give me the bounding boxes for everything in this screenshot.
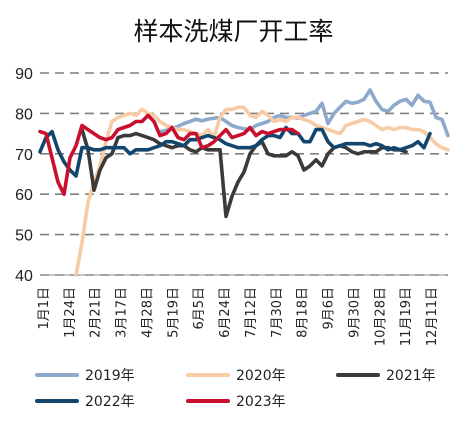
series-line-2019年	[158, 88, 450, 138]
x-tick-label: 8月18日	[296, 287, 311, 338]
x-tick-label: 10月28日	[373, 287, 388, 346]
x-tick-label: 11月19日	[399, 287, 414, 346]
series-line-2023年	[38, 113, 300, 196]
x-tick-label: 4月28日	[140, 287, 155, 338]
y-tick-label: 60	[15, 187, 33, 204]
x-tick-label: 12月11日	[425, 287, 440, 346]
legend-label: 2022年	[85, 394, 135, 410]
x-tick-label: 7月30日	[270, 287, 285, 338]
x-tick-label: 5月19日	[166, 287, 181, 338]
x-tick-label: 7月12日	[244, 287, 259, 338]
x-tick-label: 1月1日	[37, 287, 52, 330]
x-tick-label: 6月5日	[192, 287, 207, 330]
y-tick-label: 70	[15, 147, 33, 164]
chart-title: 样本洗煤厂开工率	[133, 17, 334, 46]
y-tick-label: 90	[15, 66, 33, 83]
y-tick-label: 40	[15, 268, 33, 285]
series-line-2021年	[80, 127, 408, 219]
legend-label: 2023年	[236, 394, 286, 410]
series-line-2020年	[74, 105, 450, 277]
series-line-2022年	[38, 125, 432, 178]
x-tick-label: 9月6日	[322, 287, 337, 330]
x-tick-label: 9月30日	[347, 287, 362, 338]
y-tick-label: 50	[15, 228, 33, 245]
x-tick-label: 2月21日	[89, 287, 104, 338]
x-tick-label: 3月17日	[115, 287, 130, 338]
legend-label: 2020年	[236, 368, 286, 384]
x-tick-label: 6月24日	[218, 287, 233, 338]
x-tick-label: 1月24日	[63, 287, 78, 338]
legend-label: 2019年	[85, 368, 135, 384]
legend-label: 2021年	[386, 368, 436, 384]
y-tick-label: 80	[15, 106, 33, 123]
